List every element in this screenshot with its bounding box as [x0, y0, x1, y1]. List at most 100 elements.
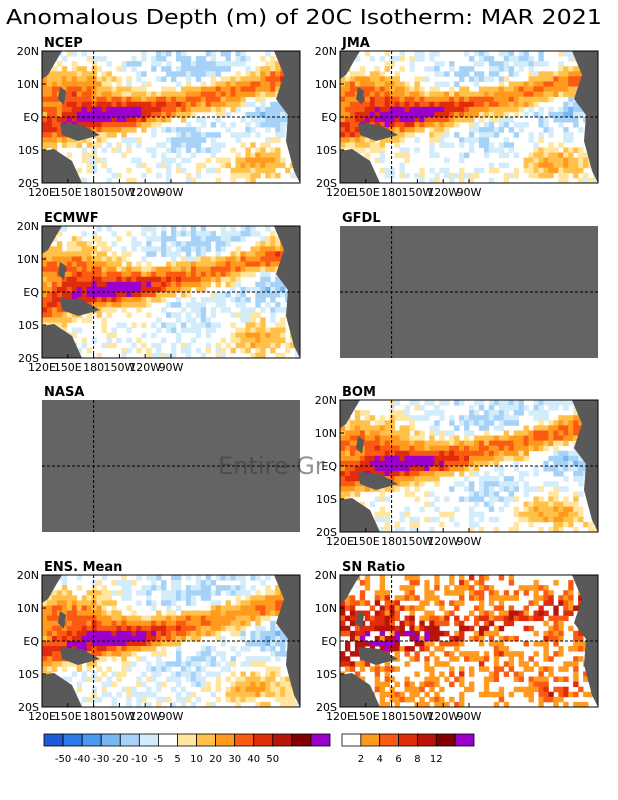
field-cell [66, 610, 73, 617]
field-cell [116, 91, 122, 98]
field-cell [344, 595, 351, 601]
field-cell [469, 575, 475, 581]
field-cell [56, 292, 63, 298]
field-cell [498, 615, 505, 622]
field-cell [578, 595, 584, 601]
field-cell [493, 476, 500, 482]
field-cell [488, 435, 495, 442]
field-cell [399, 81, 405, 87]
field-cell [126, 625, 132, 632]
field-cell [439, 466, 445, 472]
field-cell [81, 625, 88, 632]
field-cell [175, 661, 182, 667]
field-cell [364, 460, 371, 467]
field-cell [255, 630, 261, 637]
field-cell [235, 251, 241, 257]
field-cell [374, 440, 381, 447]
field-cell [215, 676, 222, 683]
field-cell [215, 630, 222, 637]
field-cell [469, 521, 475, 528]
field-cell [225, 86, 231, 93]
field-cell [190, 661, 197, 667]
field-cell [399, 620, 405, 627]
field-cell [409, 605, 415, 611]
field-cell [553, 420, 559, 426]
field-cell [42, 132, 48, 138]
field-cell [210, 231, 217, 237]
field-cell [568, 521, 574, 528]
field-cell [185, 76, 192, 82]
field-cell [220, 620, 226, 627]
field-cell [379, 137, 386, 143]
field-cell [563, 415, 569, 421]
field-cell [414, 51, 420, 57]
field-cell [538, 162, 544, 169]
field-cell [399, 460, 405, 467]
field-cell [46, 117, 53, 123]
field-cell [96, 56, 102, 62]
field-cell [573, 157, 579, 164]
field-cell [473, 445, 480, 452]
field-cell [533, 157, 539, 164]
field-cell [245, 322, 251, 328]
field-cell [126, 266, 132, 273]
field-cell [414, 122, 420, 128]
field-cell [354, 101, 361, 108]
field-cell [141, 106, 147, 113]
field-cell [444, 466, 450, 472]
field-cell [91, 641, 97, 647]
field-cell [86, 122, 93, 128]
field-cell [205, 701, 212, 707]
field-cell [419, 122, 425, 128]
field-cell [81, 676, 88, 683]
field-cell [255, 162, 261, 169]
field-cell [190, 676, 197, 683]
field-cell [230, 590, 236, 596]
field-cell [190, 656, 197, 662]
field-cell [91, 691, 97, 698]
field-cell [548, 111, 554, 118]
field-cell [71, 317, 78, 323]
lon-tick-label: 120E [28, 710, 56, 723]
field-cell [493, 410, 500, 416]
field-cell [493, 605, 500, 611]
field-cell [76, 266, 83, 273]
field-cell [473, 61, 480, 67]
field-cell [409, 625, 415, 632]
field-cell [195, 676, 202, 683]
field-cell [280, 292, 286, 298]
field-cell [434, 177, 440, 183]
field-cell [379, 117, 386, 123]
field-cell [503, 177, 510, 183]
field-cell [71, 241, 78, 247]
field-cell [265, 585, 271, 591]
lat-tick-label: 20S [18, 352, 39, 365]
field-cell [513, 122, 520, 128]
field-cell [86, 56, 93, 62]
field-cell [230, 261, 236, 268]
field-cell [255, 81, 261, 87]
field-cell [270, 122, 276, 128]
field-cell [235, 292, 241, 298]
field-cell [146, 96, 152, 103]
lat-tick-label: 10N [17, 253, 39, 266]
field-cell [523, 81, 529, 87]
field-cell [245, 661, 251, 667]
field-cell [195, 580, 202, 586]
field-cell [225, 236, 231, 242]
field-cell [553, 405, 559, 411]
field-cell [483, 96, 490, 103]
field-cell [116, 302, 122, 308]
field-cell [91, 56, 97, 62]
field-cell [394, 435, 400, 442]
field-cell [384, 66, 391, 72]
field-cell [136, 276, 142, 283]
field-cell [42, 261, 48, 268]
field-cell [488, 162, 495, 169]
field-cell [260, 286, 266, 293]
field-cell [86, 96, 93, 103]
field-cell [166, 246, 172, 252]
field-cell [42, 122, 48, 128]
field-cell [260, 641, 266, 647]
field-cell [523, 101, 529, 108]
